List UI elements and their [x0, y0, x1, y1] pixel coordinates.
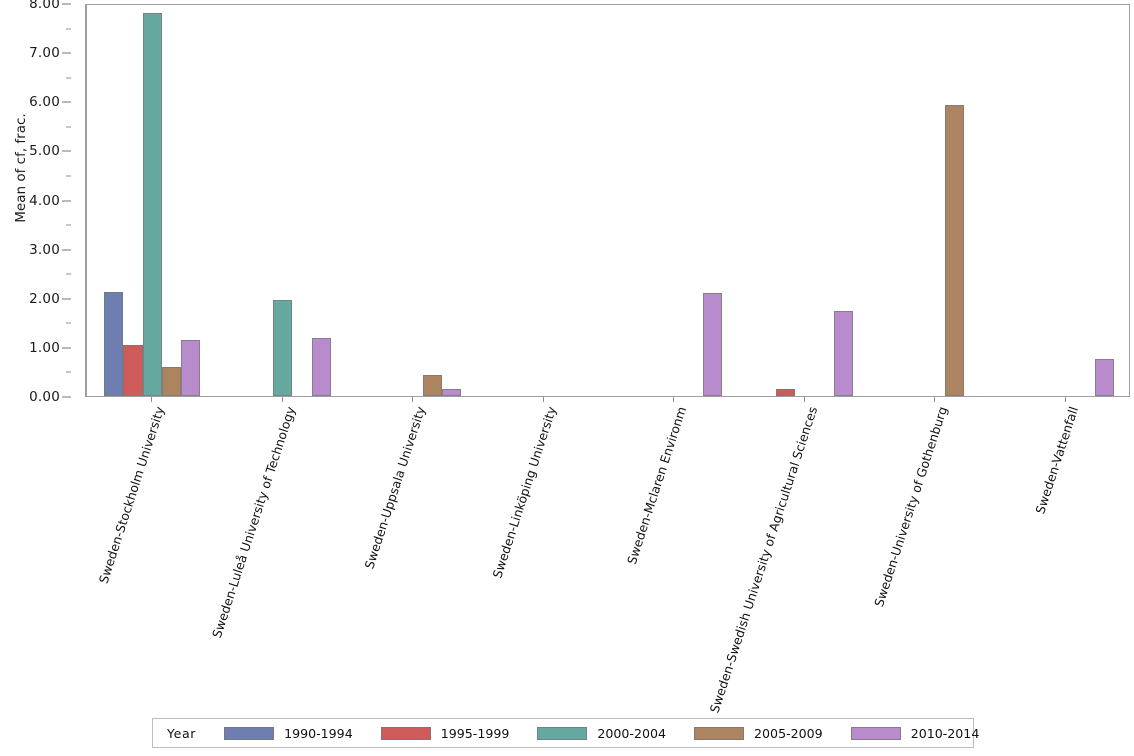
- legend-color-swatch: [850, 726, 901, 740]
- legend-color-swatch: [224, 726, 275, 740]
- bar: [833, 311, 853, 396]
- x-tick-label-text: Sweden-Vattenfall: [1032, 404, 1081, 516]
- chart-legend: Year 1990-1994 1995-1999 2000-2004 2005-200…: [152, 718, 979, 748]
- y-tick-mark: [62, 200, 71, 201]
- bar: [422, 374, 443, 396]
- bar: [161, 367, 182, 396]
- x-tick-mark: [412, 397, 414, 402]
- y-tick-label: 2.00: [29, 290, 60, 307]
- x-tick-mark: [542, 397, 544, 402]
- legend-color-swatch: [694, 726, 745, 740]
- y-tick-label: 7.00: [29, 45, 60, 62]
- x-tick-mark: [151, 397, 153, 402]
- y-minor-tick-mark: [66, 126, 71, 128]
- legend-entry[interactable]: 2000-2004: [537, 726, 666, 741]
- bar: [311, 338, 331, 396]
- x-tick-label-text: Sweden-Luleå University of Technology: [208, 404, 298, 640]
- y-tick-label: 3.00: [29, 241, 60, 258]
- y-tick-mark: [62, 298, 71, 300]
- bar: [1094, 358, 1114, 396]
- legend-label: 1990-1994: [284, 725, 353, 741]
- legend-entry[interactable]: 2005-2009: [694, 726, 823, 741]
- y-tick-mark: [62, 396, 71, 398]
- legend-color-swatch: [537, 726, 588, 740]
- legend-title: Year: [167, 725, 197, 741]
- y-tick-mark: [62, 52, 71, 54]
- x-tick-mark: [803, 397, 805, 402]
- y-tick-mark: [62, 3, 71, 5]
- x-tick-label-text: Sweden-University of Gothenburg: [871, 404, 951, 609]
- bar: [273, 299, 293, 396]
- bar: [142, 12, 162, 396]
- y-axis-title: Mean of cf, frac.: [13, 113, 29, 223]
- bar: [775, 389, 796, 396]
- legend-label: 2005-2009: [754, 725, 823, 741]
- y-tick-label: 1.00: [29, 339, 60, 356]
- bar: [123, 344, 143, 396]
- bar: [442, 388, 462, 396]
- y-tick-label: 0.00: [29, 389, 60, 405]
- y-axis-spine: [85, 4, 86, 397]
- y-minor-tick-mark: [66, 322, 71, 324]
- x-tick-mark: [934, 397, 936, 402]
- x-tick-mark: [673, 397, 675, 402]
- y-minor-tick-mark: [66, 273, 71, 275]
- y-minor-tick-mark: [66, 371, 71, 373]
- y-minor-tick-mark: [66, 77, 71, 79]
- y-tick-mark: [62, 347, 71, 349]
- y-minor-tick-mark: [66, 175, 71, 177]
- legend-label: 2010-2014: [910, 725, 980, 741]
- x-tick-mark: [1064, 397, 1066, 402]
- x-tick-label-text: Sweden-Swedish University of Agricultura…: [706, 404, 820, 715]
- plot-area: [86, 4, 1130, 397]
- y-minor-tick-mark: [66, 28, 71, 30]
- bar: [944, 105, 965, 396]
- legend-entry[interactable]: 1995-1999: [380, 725, 510, 741]
- y-minor-tick-mark: [66, 224, 71, 226]
- y-tick-label: 8.00: [29, 0, 60, 12]
- legend-entry[interactable]: 1990-1994: [224, 726, 353, 741]
- y-tick-mark: [62, 249, 71, 251]
- x-tick-label-text: Sweden-Stockholm University: [95, 404, 168, 586]
- y-axis: Mean of cf, frac. 0.00 1.00 2.00 3.00 4.00 5.…: [0, 0, 86, 405]
- y-tick-label: 6.00: [29, 94, 60, 111]
- x-tick-mark: [281, 397, 283, 402]
- legend-entries: 1990-1994 1995-1999 2000-2004 2005-2009 2010…: [224, 726, 1007, 741]
- bars-layer: [87, 5, 1129, 396]
- bar: [703, 292, 723, 396]
- y-tick-label: 5.00: [29, 143, 60, 160]
- y-tick-mark: [62, 101, 71, 103]
- x-tick-label-text: Sweden-Mclaren Environm: [624, 404, 690, 567]
- legend-entry[interactable]: 2010-2014: [850, 725, 980, 741]
- legend-label: 2000-2004: [597, 725, 667, 741]
- y-tick-label: 4.00: [29, 192, 60, 209]
- x-tick-label-text: Sweden-Linköping University: [489, 404, 559, 580]
- y-tick-mark: [62, 150, 71, 152]
- bar: [181, 339, 201, 396]
- legend-color-swatch: [380, 726, 431, 740]
- bar: [104, 291, 124, 396]
- legend-label: 1995-1999: [440, 725, 510, 741]
- x-tick-label-text: Sweden-Uppsala University: [361, 404, 429, 571]
